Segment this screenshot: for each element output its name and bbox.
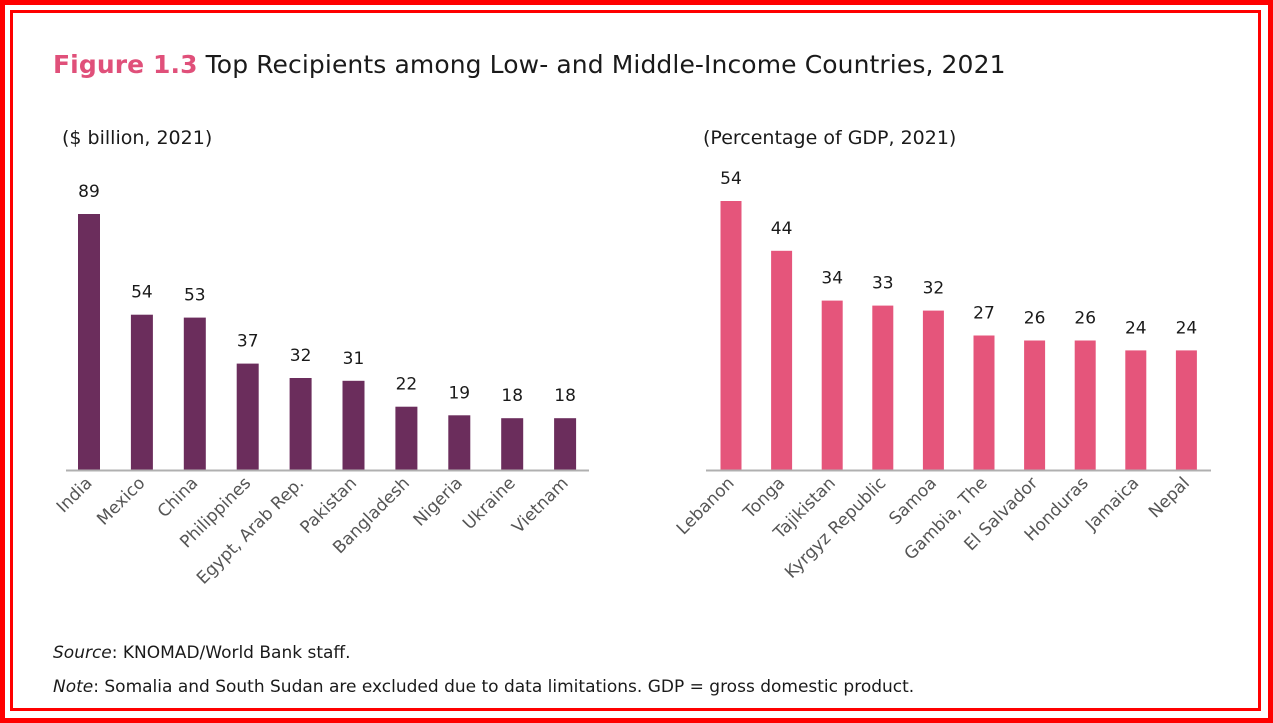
right-data-label-samoa: 32 bbox=[923, 279, 945, 299]
source-text: : KNOMAD/World Bank staff. bbox=[111, 643, 351, 663]
right-bar-tajikistan bbox=[821, 300, 843, 470]
left-bar-nigeria bbox=[448, 415, 471, 470]
right-bar-honduras bbox=[1074, 340, 1096, 470]
right-tick-label-jamaica: Jamaica bbox=[1081, 473, 1143, 535]
left-data-label-egypt-arab-rep: 32 bbox=[290, 346, 312, 366]
right-tick-label-nepal: Nepal bbox=[1145, 473, 1194, 522]
right-bar-lebanon bbox=[720, 201, 742, 470]
left-bar-india bbox=[78, 214, 100, 470]
source-note: Source: KNOMAD/World Bank staff. bbox=[53, 643, 351, 663]
note-text: : Somalia and South Sudan are excluded d… bbox=[93, 677, 915, 697]
figure-title: Figure 1.3 Top Recipients among Low- and… bbox=[53, 50, 1006, 79]
left-data-label-bangladesh: 22 bbox=[396, 375, 418, 395]
left-bar-philippines bbox=[236, 363, 259, 470]
left-data-label-ukraine: 18 bbox=[501, 386, 523, 406]
left-data-label-mexico: 54 bbox=[131, 283, 153, 303]
left-bar-vietnam bbox=[554, 418, 577, 470]
right-chart-subtitle: (Percentage of GDP, 2021) bbox=[703, 127, 957, 149]
right-data-label-el-salvador: 26 bbox=[1024, 309, 1046, 329]
right-data-label-nepal: 24 bbox=[1176, 318, 1198, 338]
right-bar-jamaica bbox=[1125, 350, 1147, 470]
right-data-label-tajikistan: 34 bbox=[821, 269, 843, 289]
right-data-label-lebanon: 54 bbox=[720, 169, 742, 189]
left-data-label-nigeria: 19 bbox=[448, 383, 470, 403]
right-bar-gambia-the bbox=[973, 335, 995, 470]
right-data-label-tonga: 44 bbox=[771, 219, 793, 239]
note-label: Note bbox=[53, 677, 94, 697]
inner-frame bbox=[10, 10, 1261, 711]
figure-label: Figure 1.3 bbox=[53, 50, 198, 79]
left-bar-pakistan bbox=[342, 380, 365, 470]
figure-title-text: Top Recipients among Low- and Middle-Inc… bbox=[205, 50, 1006, 79]
right-bar-el-salvador bbox=[1024, 340, 1046, 470]
data-note: Note: Somalia and South Sudan are exclud… bbox=[53, 677, 914, 697]
right-data-label-kyrgyz-republic: 33 bbox=[872, 274, 894, 294]
right-data-label-honduras: 26 bbox=[1074, 309, 1096, 329]
right-data-label-jamaica: 24 bbox=[1125, 318, 1147, 338]
left-data-label-pakistan: 31 bbox=[343, 349, 365, 369]
source-label: Source bbox=[53, 643, 112, 663]
right-bar-kyrgyz-republic bbox=[872, 305, 894, 470]
left-bar-mexico bbox=[130, 314, 153, 470]
right-bar-tonga bbox=[771, 250, 793, 470]
left-chart-subtitle: ($ billion, 2021) bbox=[62, 127, 213, 149]
left-data-label-india: 89 bbox=[78, 182, 100, 202]
right-tick-label-lebanon: Lebanon bbox=[673, 473, 739, 539]
left-bar-ukraine bbox=[501, 418, 524, 470]
left-data-label-china: 53 bbox=[184, 286, 206, 306]
left-bar-china bbox=[183, 317, 206, 470]
right-bar-nepal bbox=[1175, 350, 1197, 470]
left-bar-bangladesh bbox=[395, 406, 418, 470]
left-data-label-philippines: 37 bbox=[237, 332, 259, 352]
right-data-label-gambia-the: 27 bbox=[973, 304, 995, 324]
left-data-label-vietnam: 18 bbox=[554, 386, 576, 406]
left-bar-egypt-arab-rep bbox=[289, 378, 312, 470]
right-bar-samoa bbox=[922, 310, 944, 470]
